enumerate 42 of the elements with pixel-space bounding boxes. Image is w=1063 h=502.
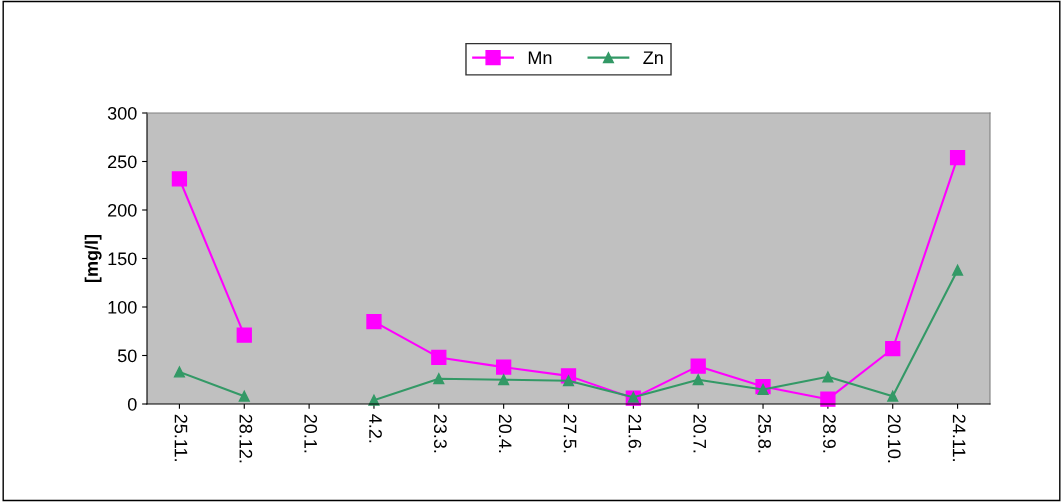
point: [692, 374, 704, 386]
y-tick-label: 200: [108, 203, 137, 217]
x-tick-label: 21.6.: [628, 414, 642, 453]
y-tick-label: 100: [108, 300, 137, 314]
legend-label: Zn: [643, 51, 663, 64]
point: [173, 366, 185, 378]
x-tick-label: 28.12.: [239, 414, 253, 463]
x-tick-label: 25.8.: [758, 414, 771, 453]
point: [431, 349, 447, 366]
point: [690, 358, 706, 374]
x-tick-label: 20.1.: [304, 414, 318, 453]
x-tick-label: 28.9.: [823, 414, 836, 453]
x-tick-label: 27.5.: [563, 414, 577, 453]
y-tick-label: 0: [127, 397, 137, 411]
y-axis-title: [mg/l]: [84, 234, 102, 283]
x-tick-label: 4.2.: [369, 414, 382, 443]
point: [887, 390, 899, 402]
y-tick-label: 250: [108, 155, 137, 169]
point: [822, 371, 834, 383]
point: [238, 390, 250, 402]
point: [820, 391, 836, 407]
x-tick-label: 20.7.: [693, 414, 707, 453]
point: [236, 327, 252, 343]
point: [757, 383, 769, 396]
point: [433, 373, 445, 385]
x-tick-label: 25.11.: [174, 414, 188, 461]
point: [952, 264, 964, 276]
point: [366, 313, 382, 330]
y-tick-label: 150: [108, 252, 137, 266]
x-tick-label: 20.10.: [887, 414, 901, 463]
point: [885, 341, 901, 357]
y-tick-label: 300: [107, 106, 137, 120]
x-tick-label: 23.3.: [433, 414, 447, 453]
legend-label: Mn: [528, 51, 552, 64]
point: [562, 375, 575, 387]
x-tick-label: 20.4.: [498, 414, 512, 453]
point: [949, 149, 966, 166]
y-tick-label: 50: [117, 349, 137, 363]
point: [498, 374, 510, 386]
point: [171, 171, 188, 187]
x-tick-label: 24.11.: [952, 414, 966, 461]
point: [496, 359, 512, 375]
